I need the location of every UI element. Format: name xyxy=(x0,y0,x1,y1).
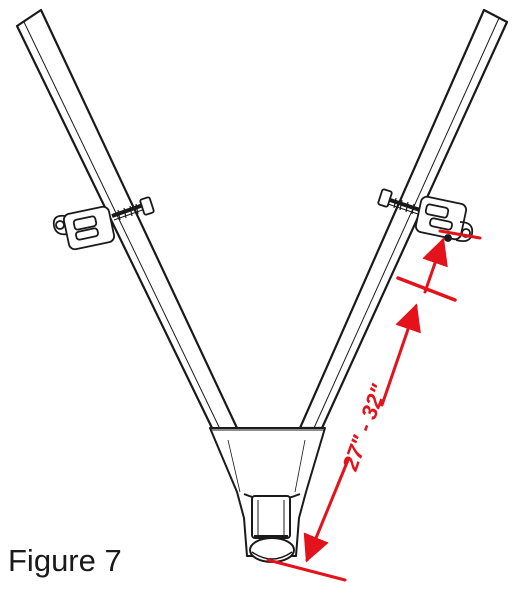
dimension-arrow-icon xyxy=(303,458,350,563)
right-clamp-bracket-icon xyxy=(377,188,474,243)
dimension-arrow-icon xyxy=(422,237,448,294)
length-dimension-indicator xyxy=(266,229,482,582)
dimension-extension-top xyxy=(438,229,482,240)
dimension-label: 27" - 32" xyxy=(337,381,392,475)
right-leg-tube xyxy=(298,8,509,430)
left-leg-tube xyxy=(15,8,239,432)
left-clamp-bracket-icon xyxy=(52,196,155,251)
figure-caption: Figure 7 xyxy=(8,543,122,578)
bottom-hub xyxy=(209,427,326,563)
dimension-arrow-icon xyxy=(380,303,421,407)
dimension-extension-bottom xyxy=(266,558,347,582)
